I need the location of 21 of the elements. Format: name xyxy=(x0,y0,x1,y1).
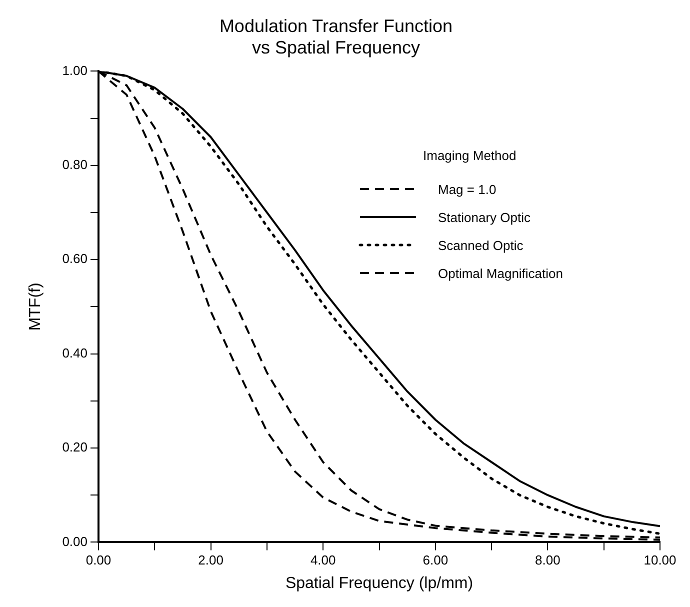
legend-label: Scanned Optic xyxy=(438,238,524,252)
legend-label: Optimal Magnification xyxy=(438,266,563,280)
y-tick-label: 0.20 xyxy=(62,440,88,455)
y-axis-title: MTF(f) xyxy=(27,282,44,331)
legend-label: Stationary Optic xyxy=(438,210,530,224)
x-tick-label: 0.00 xyxy=(86,552,112,568)
chart-title: Modulation Transfer Function xyxy=(219,16,453,36)
y-tick-label: 1.00 xyxy=(62,62,88,78)
y-tick-label: 0.60 xyxy=(62,251,88,266)
x-tick-label: 6.00 xyxy=(422,552,448,568)
legend-title: Imaging Method xyxy=(423,148,518,163)
x-axis-title: Spatial Frequency (lp/mm) xyxy=(285,574,474,592)
x-tick-label: 8.00 xyxy=(535,552,560,568)
chart-subtitle: vs Spatial Frequency xyxy=(252,37,420,58)
legend-label: Mag = 1.0 xyxy=(438,182,496,196)
x-tick-label: 4.00 xyxy=(310,552,336,568)
y-tick-label: 0.40 xyxy=(62,345,88,360)
x-tick-label: 2.00 xyxy=(198,552,224,568)
x-tick-label: 10.00 xyxy=(644,552,676,568)
y-tick-label: 0.80 xyxy=(62,156,88,172)
y-tick-label: 0.00 xyxy=(62,534,88,549)
